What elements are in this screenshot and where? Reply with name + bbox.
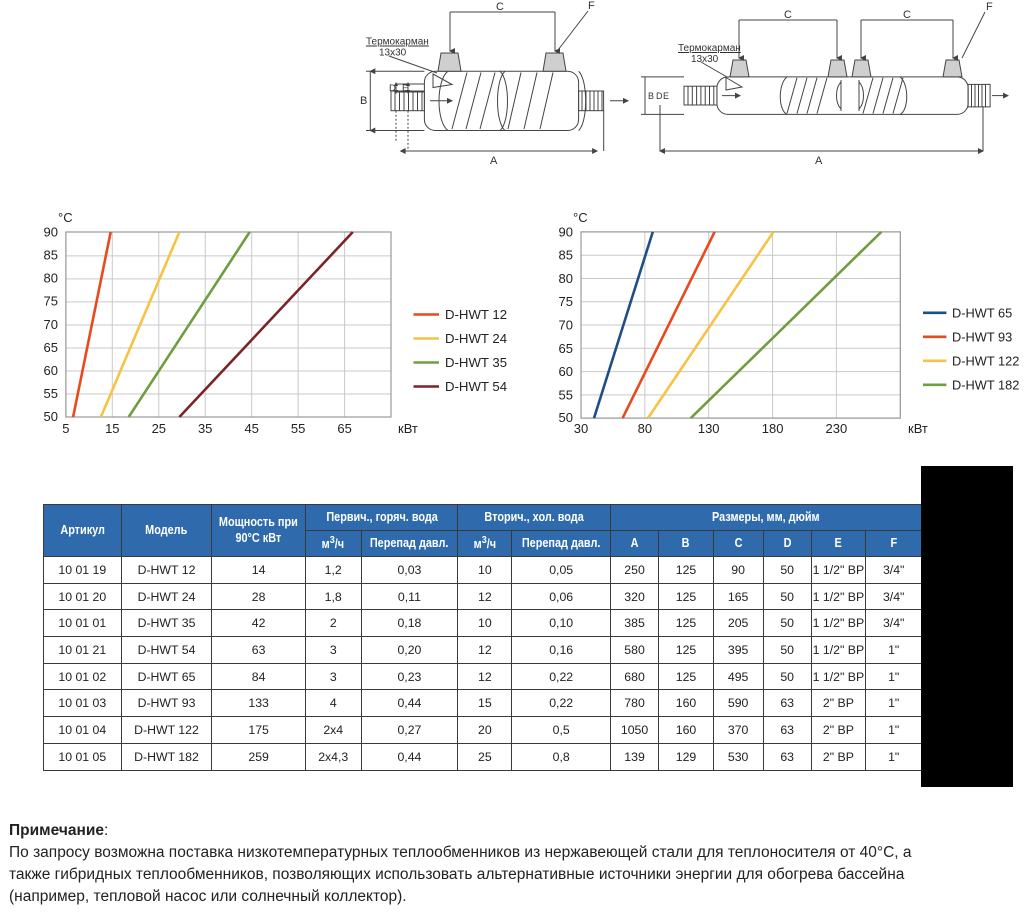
svg-text:65: 65 — [44, 340, 58, 355]
svg-text:D-HWT 182: D-HWT 182 — [952, 378, 1019, 393]
svg-text:кВт: кВт — [908, 421, 928, 436]
svg-text:85: 85 — [44, 248, 58, 263]
svg-text:55: 55 — [291, 421, 305, 436]
svg-text:55: 55 — [559, 387, 573, 402]
svg-text:55: 55 — [44, 386, 58, 401]
svg-text:80: 80 — [44, 271, 58, 286]
svg-text:35: 35 — [198, 421, 212, 436]
svg-text:80: 80 — [559, 271, 573, 286]
svg-text:50: 50 — [559, 410, 573, 425]
svg-text:50: 50 — [44, 409, 58, 424]
svg-text:90: 90 — [44, 225, 58, 240]
svg-text:D-HWT 12: D-HWT 12 — [445, 307, 507, 322]
svg-text:D-HWT 93: D-HWT 93 — [952, 330, 1012, 345]
svg-text:D-HWT 54: D-HWT 54 — [445, 379, 507, 394]
svg-text:D-HWT 65: D-HWT 65 — [952, 306, 1012, 321]
svg-text:65: 65 — [337, 421, 351, 436]
svg-text:D-HWT 35: D-HWT 35 — [445, 355, 507, 370]
svg-text:230: 230 — [826, 421, 848, 436]
svg-text:180: 180 — [762, 421, 784, 436]
svg-text:75: 75 — [44, 294, 58, 309]
svg-text:кВт: кВт — [398, 421, 418, 436]
svg-text:60: 60 — [559, 364, 573, 379]
svg-text:60: 60 — [44, 363, 58, 378]
svg-text:°C: °C — [58, 210, 73, 225]
svg-text:D-HWT 122: D-HWT 122 — [952, 354, 1019, 369]
svg-text:80: 80 — [638, 421, 652, 436]
svg-text:90: 90 — [559, 224, 573, 239]
svg-text:D-HWT 24: D-HWT 24 — [445, 331, 507, 346]
svg-text:25: 25 — [152, 421, 166, 436]
svg-text:45: 45 — [244, 421, 258, 436]
svg-text:°C: °C — [573, 210, 588, 225]
svg-text:5: 5 — [62, 421, 69, 436]
svg-text:85: 85 — [559, 248, 573, 263]
svg-text:70: 70 — [559, 318, 573, 333]
svg-text:70: 70 — [44, 317, 58, 332]
svg-text:130: 130 — [698, 421, 720, 436]
svg-text:30: 30 — [574, 421, 588, 436]
svg-text:65: 65 — [559, 341, 573, 356]
svg-text:15: 15 — [105, 421, 119, 436]
svg-text:75: 75 — [559, 294, 573, 309]
